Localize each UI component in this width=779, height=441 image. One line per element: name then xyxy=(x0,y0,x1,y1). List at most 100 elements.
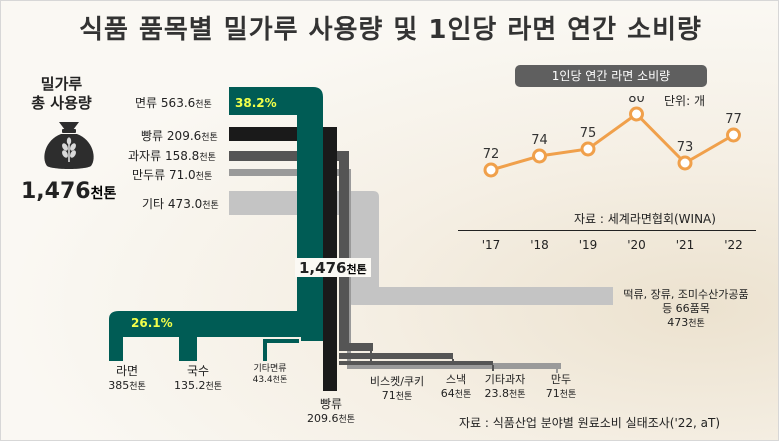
label-etc-snack-value: 23.8 xyxy=(484,387,509,400)
flow-label-etc: 기타 473.0천톤 xyxy=(142,195,219,212)
label-snack-name: 스낵 xyxy=(445,373,467,386)
flow-label-dumpling-name: 만두류 xyxy=(132,168,166,182)
flow-noodle xyxy=(109,87,323,361)
total-value: 1,476천톤 xyxy=(21,179,116,204)
label-etc-right-line1: 떡류, 장류, 조미수산가공품 xyxy=(623,288,749,301)
label-dumpling-value: 71 xyxy=(545,387,560,400)
line-chart: 72 74 75 80 73 77 xyxy=(483,96,742,178)
x-tick-label: '17 xyxy=(481,238,501,252)
label-bread: 빵류 209.6천톤 xyxy=(299,395,363,425)
flour-sack-icon xyxy=(44,122,94,169)
label-ramen-unit: 천톤 xyxy=(129,382,146,392)
data-label: 74 xyxy=(531,133,548,148)
total-value-unit: 천톤 xyxy=(90,186,117,202)
data-point xyxy=(532,148,547,164)
flow-label-snack: 과자류 158.8천톤 xyxy=(128,147,216,164)
x-tick-label: '22 xyxy=(724,238,743,252)
center-total-value: 1,476 xyxy=(299,259,347,277)
unit-label: 단위: 개 xyxy=(664,94,705,108)
flow-label-snack-unit: 천톤 xyxy=(199,153,216,163)
label-biscuit-name: 비스켓/쿠키 xyxy=(369,375,425,388)
total-value-number: 1,476 xyxy=(21,179,91,204)
x-tick-label: '18 xyxy=(530,238,549,252)
data-label: 77 xyxy=(725,112,742,127)
label-bread-value: 209.6 xyxy=(306,412,339,425)
flow-label-bread-unit: 천톤 xyxy=(201,133,218,143)
data-point xyxy=(483,162,499,178)
label-etc-noodle-value: 43.4 xyxy=(252,375,273,385)
total-label: 밀가루 총 사용량 xyxy=(19,75,104,113)
label-dumpling-unit: 천톤 xyxy=(559,390,577,400)
x-tick-label: '21 xyxy=(675,238,695,252)
flow-label-etc-name: 기타 xyxy=(142,197,165,211)
label-snack-value: 64 xyxy=(440,387,455,400)
axis-line xyxy=(458,230,756,231)
data-label: 73 xyxy=(677,140,694,155)
label-etc-snack: 기타과자 23.8천톤 xyxy=(475,371,535,400)
flow-label-etc-value: 473.0 xyxy=(167,197,203,211)
center-total: 1,476천톤 xyxy=(295,258,371,277)
label-etc-right-line2: 등 66품목 xyxy=(662,302,710,315)
label-etc-noodle: 기타면류 43.4천톤 xyxy=(242,361,298,385)
data-label: 80 xyxy=(628,96,645,106)
noodle-percent: 38.2% xyxy=(235,96,277,110)
flow-label-noodle-value: 563.6 xyxy=(160,96,196,110)
label-guksu: 국수 135.2천톤 xyxy=(163,362,233,392)
flow-label-noodle-name: 면류 xyxy=(135,96,158,110)
label-biscuit-value: 71 xyxy=(381,389,396,402)
center-total-unit: 천톤 xyxy=(346,263,367,276)
flow-label-noodle: 면류 563.6천톤 xyxy=(135,94,212,111)
data-point xyxy=(677,155,693,171)
flow-label-noodle-unit: 천톤 xyxy=(195,100,212,110)
label-etc-right-unit: 천톤 xyxy=(688,319,705,329)
label-guksu-name: 국수 xyxy=(186,364,210,378)
page-title: 식품 품목별 밀가루 사용량 및 1인당 라면 연간 소비량 xyxy=(79,15,702,45)
line-source: 자료 : 세계라면협회(WINA) xyxy=(574,212,716,226)
bottom-source: 자료 : 식품산업 분야별 원료소비 실태조사('22, aT) xyxy=(459,416,721,430)
total-label-line1: 밀가루 xyxy=(40,75,83,93)
x-tick-label: '20 xyxy=(627,238,646,252)
data-label: 75 xyxy=(580,126,597,141)
label-etc-right-value: 473 xyxy=(667,316,689,329)
data-point xyxy=(726,127,741,143)
label-ramen-value: 385 xyxy=(108,379,130,392)
label-guksu-unit: 천톤 xyxy=(205,382,223,392)
flow-label-bread: 빵류 209.6천톤 xyxy=(141,127,218,144)
total-label-line2: 총 사용량 xyxy=(31,94,92,112)
flow-bread xyxy=(229,127,337,391)
label-etc-noodle-name: 기타면류 xyxy=(253,364,287,374)
label-etc-snack-name: 기타과자 xyxy=(484,373,526,386)
flow-label-dumpling-value: 71.0 xyxy=(168,168,196,182)
ramen-percent: 26.1% xyxy=(131,316,173,330)
flow-etc xyxy=(229,191,613,305)
flow-label-bread-name: 빵류 xyxy=(141,129,164,143)
label-dumpling-name: 만두 xyxy=(550,373,572,386)
label-snack: 스낵 64천톤 xyxy=(436,371,476,400)
flow-label-dumpling: 만두류 71.0천톤 xyxy=(132,166,212,183)
label-etc-snack-unit: 천톤 xyxy=(508,390,526,400)
x-axis-ticks: '17 '18 '19 '20 '21 '22 xyxy=(461,238,771,256)
label-bread-unit: 천톤 xyxy=(338,415,356,425)
label-ramen-name: 라면 xyxy=(115,364,139,378)
flow-label-snack-name: 과자류 xyxy=(128,149,162,163)
flow-label-bread-value: 209.6 xyxy=(166,129,202,143)
label-etc-right: 떡류, 장류, 조미수산가공품 등 66품목 473천톤 xyxy=(611,288,761,331)
line-chart-header: 1인당 연간 라면 소비량 xyxy=(515,65,707,87)
x-tick-label: '19 xyxy=(578,238,598,252)
label-dumpling: 만두 71천톤 xyxy=(539,371,583,400)
flow-label-etc-unit: 천톤 xyxy=(202,201,219,211)
flow-label-snack-value: 158.8 xyxy=(164,149,200,163)
label-biscuit: 비스켓/쿠키 71천톤 xyxy=(358,373,436,402)
data-point xyxy=(629,106,644,122)
flow-label-dumpling-unit: 천톤 xyxy=(195,172,213,182)
label-etc-noodle-unit: 천톤 xyxy=(272,375,288,384)
label-ramen: 라면 385천톤 xyxy=(105,362,149,392)
label-bread-name: 빵류 xyxy=(319,397,343,411)
series-line xyxy=(490,112,735,172)
label-snack-unit: 천톤 xyxy=(454,390,472,400)
data-point xyxy=(580,141,596,157)
data-label: 72 xyxy=(483,147,500,162)
label-biscuit-unit: 천톤 xyxy=(395,392,413,402)
